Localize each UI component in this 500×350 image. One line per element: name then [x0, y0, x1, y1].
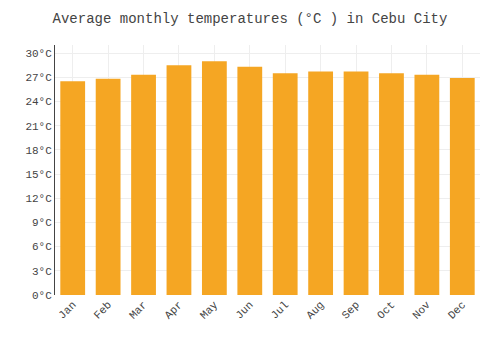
- svg-text:24°C: 24°C: [25, 96, 52, 108]
- svg-text:30°C: 30°C: [25, 48, 52, 60]
- svg-text:21°C: 21°C: [25, 121, 52, 133]
- svg-text:Apr: Apr: [162, 299, 184, 321]
- svg-text:3°C: 3°C: [32, 266, 52, 278]
- svg-text:27°C: 27°C: [25, 72, 52, 84]
- svg-text:18°C: 18°C: [25, 145, 52, 157]
- svg-text:Sep: Sep: [340, 299, 362, 321]
- svg-text:15°C: 15°C: [25, 169, 52, 181]
- svg-text:Mar: Mar: [127, 299, 149, 321]
- svg-text:Nov: Nov: [410, 299, 433, 322]
- svg-text:Aug: Aug: [304, 299, 326, 321]
- svg-text:Oct: Oct: [375, 299, 397, 321]
- svg-text:0°C: 0°C: [32, 290, 52, 302]
- svg-text:Jul: Jul: [269, 299, 291, 321]
- svg-text:Dec: Dec: [446, 299, 468, 321]
- svg-text:9°C: 9°C: [32, 217, 52, 229]
- svg-text:6°C: 6°C: [32, 241, 52, 253]
- svg-text:Average monthly temperatures (: Average monthly temperatures (°C ) in Ce…: [53, 11, 448, 27]
- svg-text:Jan: Jan: [56, 299, 78, 321]
- svg-text:Jun: Jun: [233, 299, 255, 321]
- svg-text:Feb: Feb: [92, 299, 114, 321]
- svg-text:12°C: 12°C: [25, 193, 52, 205]
- svg-text:May: May: [198, 299, 221, 322]
